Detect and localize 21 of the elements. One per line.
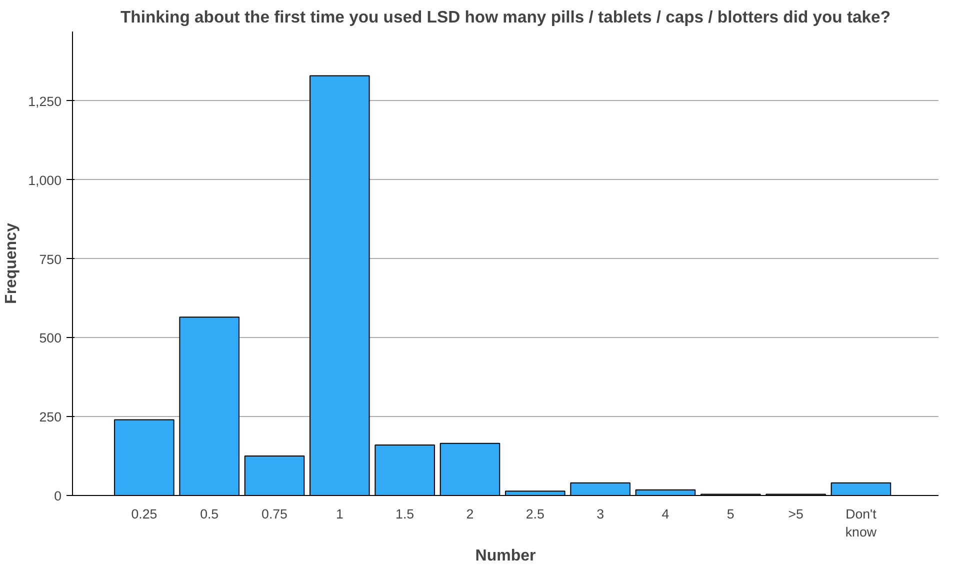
y-tick-label: 1,250 (28, 94, 62, 109)
x-tick-label: 0.25 (131, 506, 158, 522)
x-tick-label: >5 (788, 506, 804, 522)
x-tick-label: 2 (466, 506, 474, 522)
x-tick-label: 4 (662, 506, 670, 522)
y-tick-label: 750 (39, 252, 62, 267)
x-tick-label: 2.5 (526, 506, 544, 522)
chart-title: Thinking about the first time you used LSD how many pills / tablets / caps / blotters did you take? (120, 8, 891, 26)
x-tick-label: 0.75 (262, 506, 288, 522)
x-axis-title: Number (475, 548, 536, 564)
x-tick-label: 3 (596, 506, 604, 522)
x-tick-label: 5 (726, 506, 734, 522)
y-tick-label: 500 (39, 330, 62, 346)
y-tick-label: 0 (54, 488, 62, 504)
y-tick-label: 250 (39, 410, 62, 425)
y-tick-label: 1,000 (28, 172, 62, 188)
x-tick-label: Don't know (845, 506, 877, 540)
x-tick-label: 1 (336, 506, 344, 522)
x-tick-label: 1.5 (396, 506, 414, 522)
y-axis-title: Frequency (3, 222, 20, 304)
x-tick-label: 0.5 (200, 506, 219, 522)
